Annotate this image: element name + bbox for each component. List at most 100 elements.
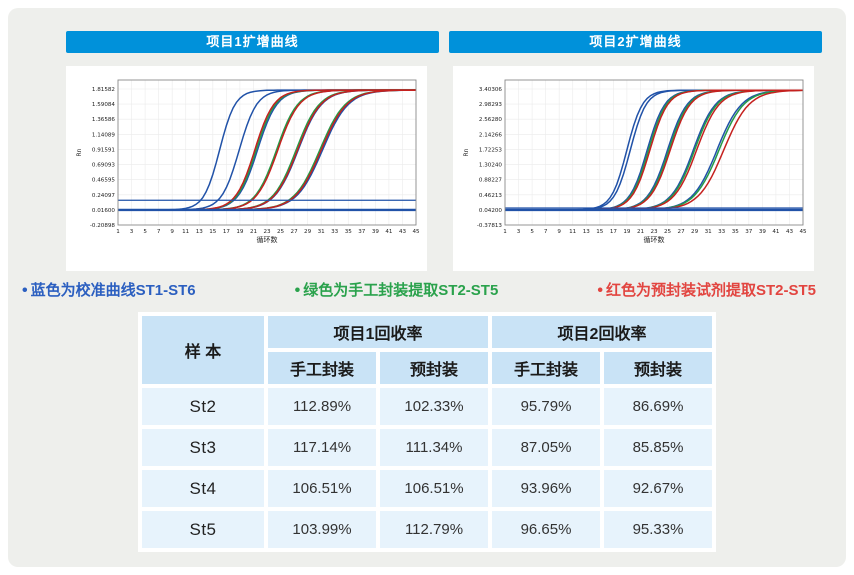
svg-text:43: 43 [786, 229, 794, 235]
svg-text:45: 45 [412, 229, 420, 235]
bullet-icon: • [294, 282, 301, 299]
svg-text:33: 33 [718, 229, 726, 235]
svg-text:27: 27 [291, 229, 299, 235]
col-header-p2-manual: 手工封装 [492, 352, 600, 384]
svg-text:1.72253: 1.72253 [479, 147, 503, 153]
svg-text:9: 9 [557, 229, 561, 235]
svg-text:2.56280: 2.56280 [479, 117, 503, 123]
value-cell: 102.33% [380, 388, 488, 425]
svg-text:1: 1 [503, 229, 507, 235]
svg-text:1.81582: 1.81582 [92, 87, 115, 93]
sample-cell: St4 [142, 470, 264, 507]
svg-text:1.59084: 1.59084 [92, 102, 116, 108]
table-row: St4 106.51% 106.51% 93.96% 92.67% [142, 470, 712, 507]
svg-text:23: 23 [650, 229, 658, 235]
value-cell: 96.65% [492, 511, 600, 548]
svg-text:3.40306: 3.40306 [479, 87, 503, 93]
legend-green-manual: • 绿色为手工封装提取ST2-ST5 [295, 279, 499, 300]
project2-amplification-chart: 3.40306 2.98293 2.56280 2.14266 1.72253 1.302… [459, 75, 814, 262]
value-cell: 85.85% [604, 429, 712, 466]
svg-text:0.69093: 0.69093 [92, 163, 116, 169]
legend-red-prefilled: • 红色为预封装试剂提取ST2-ST5 [597, 279, 816, 300]
bullet-icon: • [22, 282, 28, 299]
svg-text:37: 37 [745, 229, 753, 235]
svg-text:1.30240: 1.30240 [479, 163, 503, 169]
svg-text:39: 39 [759, 229, 767, 235]
legend-red-label: 红色为预封装试剂提取ST2-ST5 [605, 282, 816, 299]
svg-text:15: 15 [596, 229, 604, 235]
svg-text:11: 11 [182, 229, 190, 235]
value-cell: 111.34% [380, 429, 488, 466]
svg-text:21: 21 [250, 229, 258, 235]
svg-text:17: 17 [223, 229, 231, 235]
project2-title-bar: 项目2扩增曲线 [449, 31, 822, 53]
recovery-table: 样 本 项目1回收率 项目2回收率 手工封装 预封装 手工封装 预封装 St2 … [138, 312, 716, 552]
svg-text:31: 31 [705, 229, 713, 235]
bullet-icon: • [597, 282, 603, 299]
svg-text:45: 45 [799, 229, 807, 235]
svg-text:Rn: Rn [463, 148, 470, 156]
svg-text:0.88227: 0.88227 [479, 178, 503, 184]
svg-text:35: 35 [732, 229, 740, 235]
project1-amplification-chart: 1.81582 1.59084 1.36586 1.14089 0.91591 0.690… [72, 75, 427, 262]
svg-text:25: 25 [664, 229, 672, 235]
svg-text:7: 7 [544, 229, 548, 235]
svg-text:-0.20898: -0.20898 [90, 223, 116, 229]
svg-text:0.91591: 0.91591 [92, 147, 116, 153]
col-group-project1: 项目1回收率 [268, 316, 488, 348]
svg-text:5: 5 [143, 229, 147, 235]
svg-text:2.98293: 2.98293 [479, 102, 503, 108]
svg-text:11: 11 [569, 229, 577, 235]
svg-text:-0.37813: -0.37813 [477, 223, 503, 229]
col-header-p1-manual: 手工封装 [268, 352, 376, 384]
table-header-sub-row: 手工封装 预封装 手工封装 预封装 [142, 352, 712, 384]
svg-text:37: 37 [358, 229, 366, 235]
value-cell: 92.67% [604, 470, 712, 507]
legend-blue-label: 蓝色为校准曲线ST1-ST6 [30, 282, 196, 299]
value-cell: 106.51% [380, 470, 488, 507]
svg-text:41: 41 [772, 229, 780, 235]
svg-text:23: 23 [263, 229, 271, 235]
table-row: St3 117.14% 111.34% 87.05% 85.85% [142, 429, 712, 466]
project1-chart-panel: 1.81582 1.59084 1.36586 1.14089 0.91591 0.690… [66, 66, 427, 271]
svg-text:3: 3 [130, 229, 134, 235]
svg-text:19: 19 [623, 229, 631, 235]
col-header-p1-prefilled: 预封装 [380, 352, 488, 384]
svg-text:31: 31 [318, 229, 326, 235]
svg-text:13: 13 [196, 229, 204, 235]
svg-text:43: 43 [399, 229, 407, 235]
svg-text:17: 17 [610, 229, 618, 235]
svg-text:1.14089: 1.14089 [92, 132, 116, 138]
value-cell: 95.79% [492, 388, 600, 425]
svg-text:19: 19 [236, 229, 244, 235]
sample-cell: St5 [142, 511, 264, 548]
svg-text:0.04200: 0.04200 [479, 208, 503, 214]
svg-text:15: 15 [209, 229, 217, 235]
header-bars: 项目1扩增曲线 项目2扩增曲线 [0, 0, 854, 53]
svg-text:0.24097: 0.24097 [92, 193, 116, 199]
value-cell: 112.89% [268, 388, 376, 425]
value-cell: 87.05% [492, 429, 600, 466]
sample-cell: St3 [142, 429, 264, 466]
svg-text:0.01600: 0.01600 [92, 208, 116, 214]
svg-text:5: 5 [530, 229, 534, 235]
svg-text:35: 35 [345, 229, 353, 235]
svg-text:2.14266: 2.14266 [479, 132, 503, 138]
legend-blue-calibration: • 蓝色为校准曲线ST1-ST6 [22, 279, 196, 300]
svg-text:25: 25 [277, 229, 285, 235]
value-cell: 103.99% [268, 511, 376, 548]
svg-text:21: 21 [637, 229, 645, 235]
svg-text:29: 29 [691, 229, 699, 235]
project1-title-bar: 项目1扩增曲线 [66, 31, 439, 53]
project2-chart-panel: 3.40306 2.98293 2.56280 2.14266 1.72253 1.302… [453, 66, 814, 271]
svg-text:1: 1 [116, 229, 120, 235]
col-header-sample: 样 本 [142, 316, 264, 384]
table-header-group-row: 样 本 项目1回收率 项目2回收率 [142, 316, 712, 384]
curve-legend: • 蓝色为校准曲线ST1-ST6 • 绿色为手工封装提取ST2-ST5 • 红色为预封… [0, 271, 854, 300]
svg-text:9: 9 [170, 229, 174, 235]
svg-text:27: 27 [678, 229, 686, 235]
svg-text:7: 7 [157, 229, 161, 235]
value-cell: 106.51% [268, 470, 376, 507]
svg-text:33: 33 [331, 229, 339, 235]
